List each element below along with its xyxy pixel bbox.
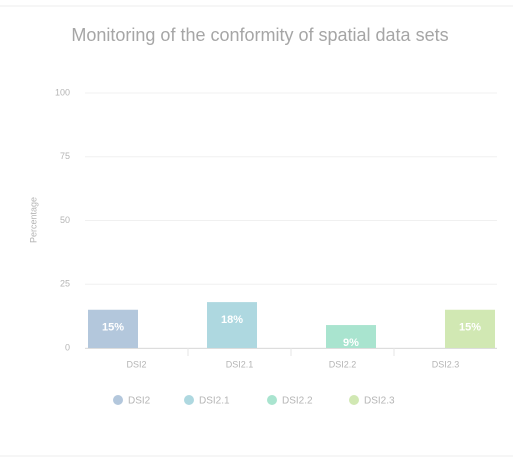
x-tick-label: DSI2.3 (432, 359, 460, 369)
legend-marker (184, 395, 194, 405)
legend-marker (113, 395, 123, 405)
bar (207, 302, 257, 348)
value-label: 15% (459, 322, 481, 334)
y-tick-label: 0 (65, 342, 70, 352)
legend-label: DSI2.2 (282, 396, 313, 407)
value-label: 9% (343, 337, 359, 349)
bar (88, 309, 138, 348)
legend-label: DSI2.3 (364, 396, 395, 407)
legend-label: DSI2.1 (199, 396, 230, 407)
y-tick-label: 50 (60, 215, 70, 225)
value-label: 18% (221, 314, 243, 326)
y-axis-title: Percentage (28, 197, 38, 243)
value-label: 15% (102, 322, 124, 334)
y-tick-label: 75 (60, 151, 70, 161)
chart-title: Monitoring of the conformity of spatial … (71, 25, 449, 45)
x-tick-label: DSI2.1 (226, 359, 254, 369)
y-tick-label: 100 (55, 87, 70, 97)
bar (326, 325, 376, 348)
x-tick-label: DSI2 (126, 359, 146, 369)
legend-label: DSI2 (128, 396, 151, 407)
x-tick-label: DSI2.2 (329, 359, 357, 369)
y-tick-label: 25 (60, 279, 70, 289)
bar (445, 309, 495, 348)
legend-marker (267, 395, 277, 405)
legend-marker (349, 395, 359, 405)
